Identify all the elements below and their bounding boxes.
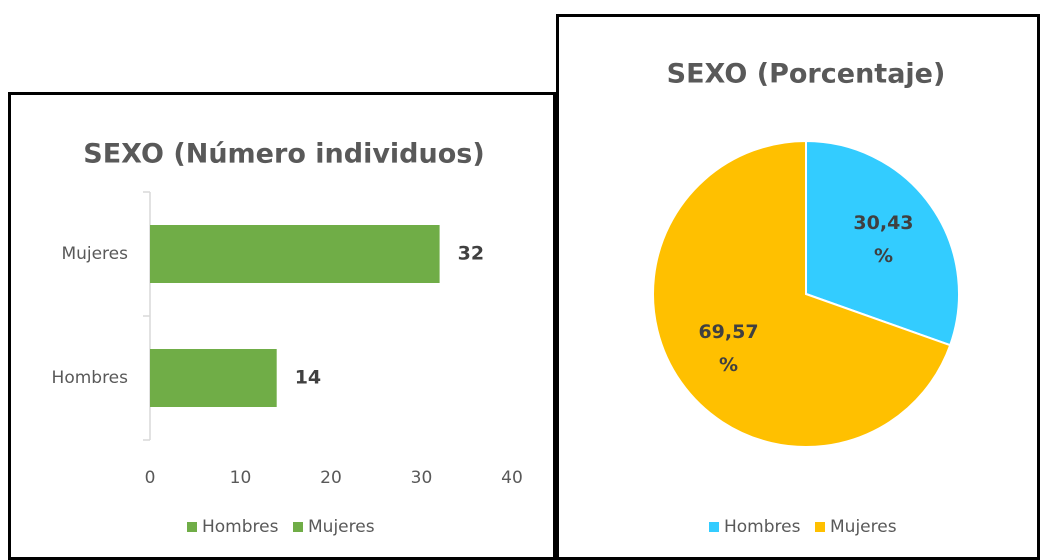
- legend-label: Mujeres: [830, 517, 897, 537]
- legend-label: Hombres: [202, 517, 279, 537]
- x-tick-label: 10: [230, 468, 252, 488]
- pie-slice: [652, 139, 952, 448]
- bar: [150, 225, 440, 283]
- y-tick-label: Hombres: [52, 368, 129, 388]
- data-label: 32: [458, 243, 484, 265]
- legend-label: Hombres: [724, 517, 801, 537]
- legend-swatch: [187, 522, 197, 532]
- bar-chart-frame: [8, 92, 556, 560]
- bar: [150, 349, 277, 407]
- data-label: 30,43%: [853, 211, 913, 266]
- legend-label: Mujeres: [308, 517, 375, 537]
- pie-slice: [805, 139, 960, 347]
- chart-title: SEXO (Número individuos): [83, 139, 484, 170]
- legend-swatch: [815, 522, 825, 532]
- data-label: 69,57%: [698, 321, 758, 376]
- x-tick-label: 0: [145, 468, 156, 488]
- x-tick-label: 40: [501, 468, 523, 488]
- y-tick-label: Mujeres: [61, 244, 128, 264]
- legend-swatch: [709, 522, 719, 532]
- x-tick-label: 20: [320, 468, 342, 488]
- data-label: 14: [295, 367, 321, 389]
- chart-title: SEXO (Porcentaje): [667, 59, 946, 90]
- x-tick-label: 30: [411, 468, 433, 488]
- legend-swatch: [293, 522, 303, 532]
